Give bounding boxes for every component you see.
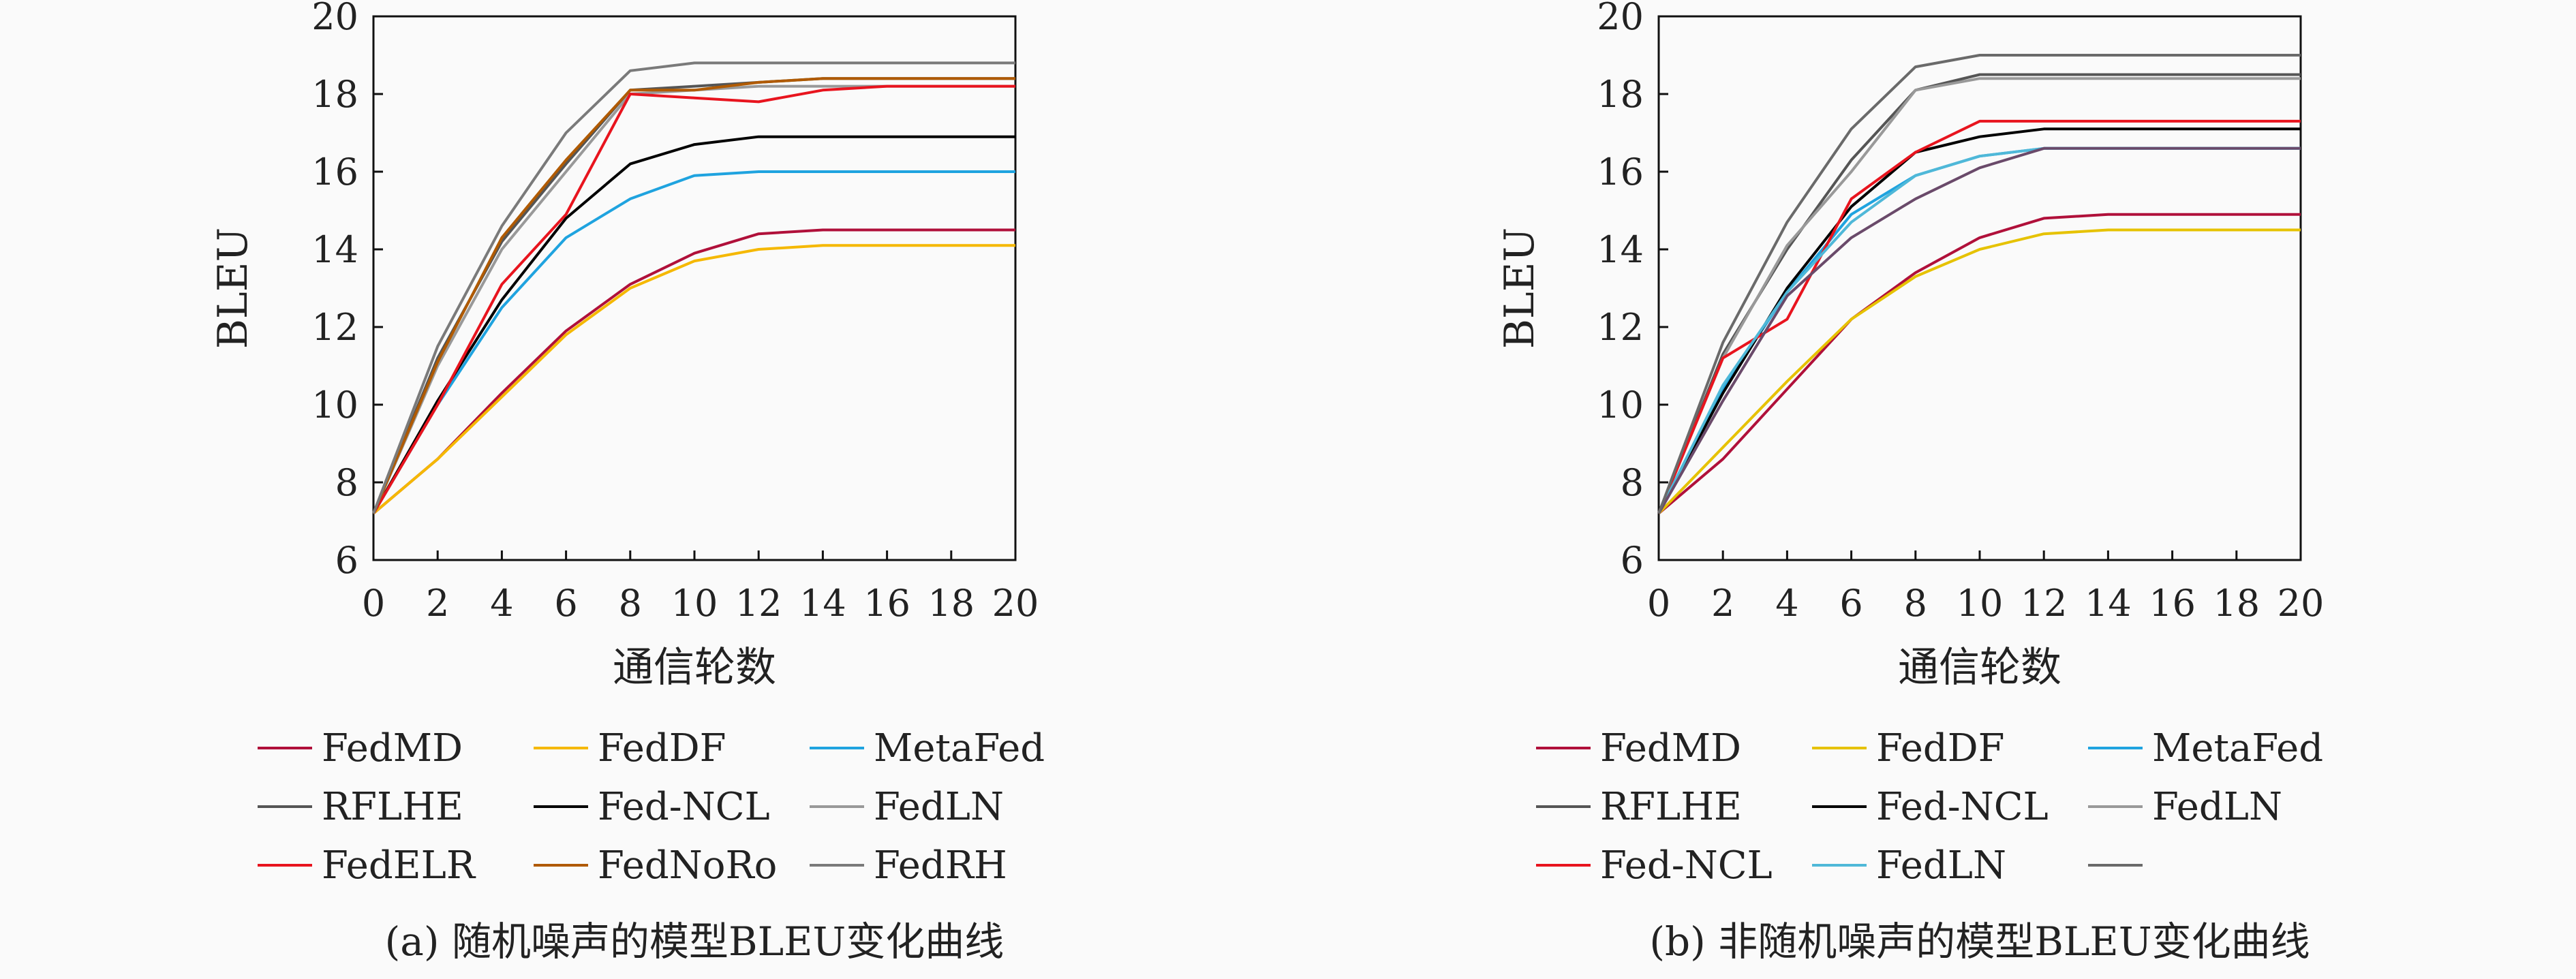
x-tick-label: 0 bbox=[362, 582, 385, 625]
series-line-extra bbox=[1657, 54, 2301, 514]
legend-label: Fed-NCL bbox=[598, 785, 770, 829]
legend: FedMD FedDF MetaFed RFLHE Fed-NCL FedLN Fed-NC… bbox=[1536, 726, 2323, 888]
series-line-fedln bbox=[1657, 77, 2301, 514]
y-tick-label: 6 bbox=[335, 539, 358, 582]
legend-label: RFLHE bbox=[322, 785, 463, 829]
series-line-fed-ncl bbox=[1657, 127, 2301, 514]
chart-caption: (a) 随机噪声的模型BLEU变化曲线 bbox=[385, 918, 1005, 965]
x-tick-label: 0 bbox=[1647, 582, 1670, 625]
series-line-fed-ncl bbox=[372, 135, 1015, 514]
series-line-fedelr bbox=[372, 84, 1015, 514]
y-tick-label: 12 bbox=[311, 306, 358, 349]
series-line-fedmd bbox=[372, 228, 1015, 515]
y-axis-label: BLEU bbox=[1496, 228, 1544, 349]
y-tick-label: 8 bbox=[335, 461, 358, 504]
x-axis-label: 通信轮数 bbox=[613, 644, 776, 691]
series-line-fed-ncl bbox=[1657, 119, 2301, 514]
legend-label: RFLHE bbox=[1600, 785, 1742, 829]
series-line-metafed bbox=[372, 170, 1015, 514]
y-tick-label: 18 bbox=[1597, 73, 1644, 116]
legend-label: FedELR bbox=[322, 843, 476, 888]
y-tick-label: 8 bbox=[1621, 461, 1644, 504]
series-line-fednoro bbox=[372, 77, 1015, 514]
x-tick-label: 4 bbox=[1775, 582, 1798, 625]
legend-label: FedMD bbox=[322, 726, 463, 771]
series-line-fedmd bbox=[1657, 213, 2301, 515]
x-tick-label: 10 bbox=[1957, 582, 2004, 625]
chart-caption: (b) 非随机噪声的模型BLEU变化曲线 bbox=[1649, 918, 2310, 965]
legend-label: FedLN bbox=[1876, 843, 2006, 888]
y-tick-label: 12 bbox=[1597, 306, 1644, 349]
y-tick-label: 10 bbox=[311, 384, 358, 426]
x-tick-label: 20 bbox=[2278, 582, 2325, 625]
y-axis-label: BLEU bbox=[209, 228, 257, 349]
legend-label: FedRH bbox=[874, 843, 1007, 888]
series-line-fedrh bbox=[1657, 146, 2301, 514]
y-tick-label: 10 bbox=[1597, 384, 1644, 426]
y-tick-label: 20 bbox=[311, 0, 358, 38]
x-tick-label: 2 bbox=[426, 582, 449, 625]
legend-label: FedDF bbox=[598, 726, 726, 771]
x-tick-label: 6 bbox=[1839, 582, 1862, 625]
series-line-metafed bbox=[1657, 146, 2301, 514]
x-tick-label: 18 bbox=[927, 582, 975, 625]
x-tick-label: 14 bbox=[799, 582, 846, 625]
legend-label: FedNoRo bbox=[598, 843, 777, 888]
series-line-fedln bbox=[1657, 146, 2301, 514]
y-tick-label: 18 bbox=[311, 73, 358, 116]
y-tick-label: 14 bbox=[1597, 228, 1644, 271]
x-tick-label: 4 bbox=[490, 582, 513, 625]
x-tick-label: 2 bbox=[1711, 582, 1734, 625]
legend-label: MetaFed bbox=[874, 726, 1045, 771]
series-line-feddf bbox=[1657, 228, 2301, 514]
x-tick-label: 12 bbox=[2021, 582, 2068, 625]
y-tick-label: 14 bbox=[311, 228, 358, 271]
x-tick-label: 8 bbox=[1904, 582, 1927, 625]
legend-label: FedLN bbox=[874, 785, 1004, 829]
y-tick-label: 16 bbox=[1597, 151, 1644, 193]
series-line-feddf bbox=[372, 244, 1015, 515]
legend-label: FedLN bbox=[2152, 785, 2282, 829]
plot-frame bbox=[1657, 15, 2302, 561]
y-tick-label: 6 bbox=[1621, 539, 1644, 582]
legend: FedMD FedDF MetaFed RFLHE Fed-NCL FedLN FedELR… bbox=[258, 726, 1045, 888]
x-tick-label: 20 bbox=[992, 582, 1039, 625]
legend-label: MetaFed bbox=[2152, 726, 2323, 771]
series-line-rflhe bbox=[1657, 73, 2301, 514]
legend-label: FedMD bbox=[1600, 726, 1741, 771]
y-tick-label: 20 bbox=[1597, 0, 1644, 38]
x-tick-label: 16 bbox=[2149, 582, 2196, 625]
legend-label: Fed-NCL bbox=[1600, 843, 1773, 888]
legend-label: FedDF bbox=[1876, 726, 2005, 771]
x-tick-label: 14 bbox=[2085, 582, 2132, 625]
x-tick-label: 6 bbox=[554, 582, 577, 625]
x-tick-label: 10 bbox=[671, 582, 718, 625]
x-tick-label: 16 bbox=[863, 582, 910, 625]
legend-label: Fed-NCL bbox=[1876, 785, 2049, 829]
series-line-fedrh bbox=[372, 61, 1015, 514]
x-axis-label: 通信轮数 bbox=[1898, 644, 2061, 691]
x-tick-label: 8 bbox=[619, 582, 642, 625]
x-tick-label: 18 bbox=[2213, 582, 2260, 625]
x-tick-label: 12 bbox=[735, 582, 782, 625]
y-tick-label: 16 bbox=[311, 151, 358, 193]
